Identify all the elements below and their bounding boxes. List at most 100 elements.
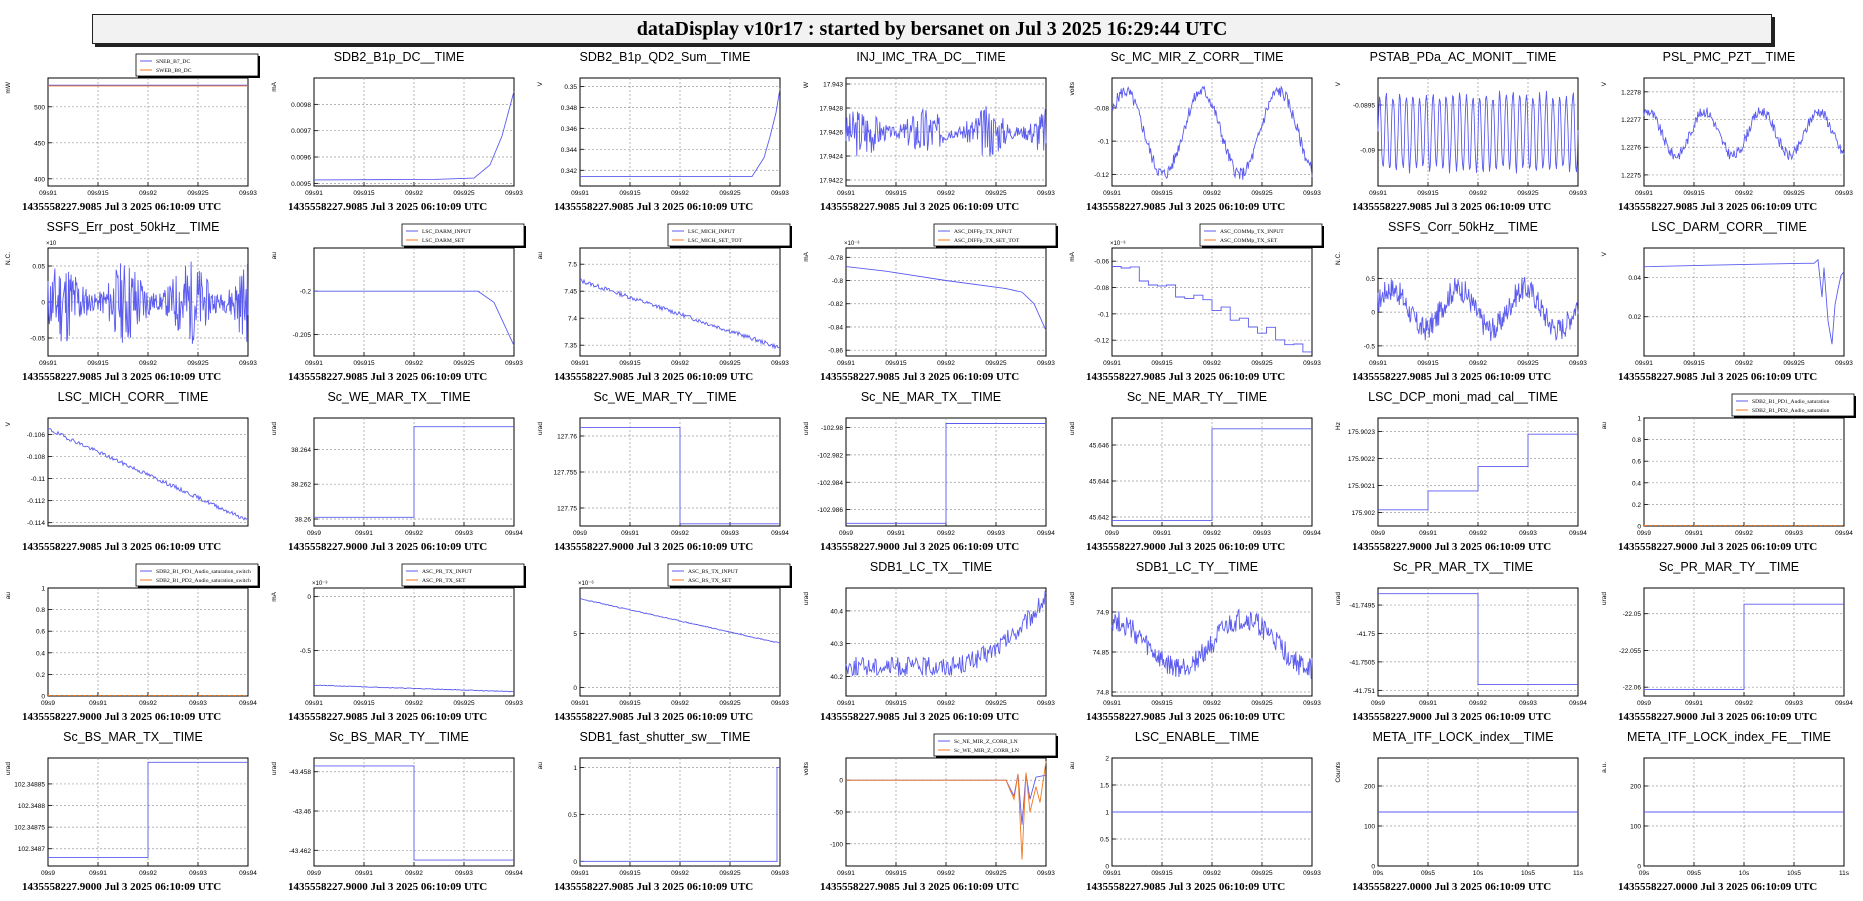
plot-panel[interactable]: 1435558227.9085 Jul 3 2025 06:10:09 UTC 0… xyxy=(532,560,798,730)
plot-timestamp: 1435558227.9085 Jul 3 2025 06:10:09 UTC xyxy=(1352,201,1552,213)
plot-panel[interactable]: Sc_BS_MAR_TY__TIME 1435558227.9000 Jul 3 … xyxy=(266,730,532,900)
plot-panel[interactable]: SSFS_Err_post_50kHz__TIME 1435558227.9085… xyxy=(0,220,266,390)
series-line xyxy=(313,91,515,181)
x-tick-label: 09s91 xyxy=(1103,700,1121,707)
y-tick-label: -100 xyxy=(830,841,843,848)
x-tick-label: 09s915 xyxy=(1151,870,1173,877)
series-line xyxy=(47,428,249,521)
plot-panel[interactable]: 1435558227.9085 Jul 3 2025 06:10:09 UTC 0… xyxy=(1064,220,1330,390)
plot-title: Sc_PR_MAR_TY__TIME xyxy=(1658,560,1800,574)
y-axis-label: V xyxy=(537,81,544,86)
x-tick-label: 09s925 xyxy=(187,360,209,367)
y-axis-label: au xyxy=(271,252,278,260)
plot-timestamp: 1435558227.9085 Jul 3 2025 06:10:09 UTC xyxy=(554,201,754,213)
legend-label: ASC_COMMp_TX_SET xyxy=(1220,238,1278,244)
plot-panel[interactable]: 1435558227.9000 Jul 3 2025 06:10:09 UTC 0… xyxy=(0,560,266,730)
plot-panel[interactable]: 1435558227.9085 Jul 3 2025 06:10:09 UTC 0… xyxy=(798,730,1064,900)
plot-panel[interactable]: 1435558227.9085 Jul 3 2025 06:10:09 UTC 0… xyxy=(798,220,1064,390)
plot-svg: 09s9 09s91 09s92 09s93 09s94 45.642 45.644 45.6… xyxy=(1069,417,1321,537)
plot-panel[interactable]: SDB1_fast_shutter_sw__TIME 1435558227.908… xyxy=(532,730,798,900)
plot-timestamp: 1435558227.9085 Jul 3 2025 06:10:09 UTC xyxy=(820,371,1020,383)
y-tick-label: 175.902 xyxy=(1352,510,1376,517)
plot-svg: 09s91 09s915 09s92 09s925 09s93 -0.12 -0.1 -0.0… xyxy=(1069,77,1321,197)
y-tick-label: 7.45 xyxy=(564,289,577,296)
plot-panel[interactable]: Sc_MC_MIR_Z_CORR__TIME 1435558227.9085 Ju… xyxy=(1064,50,1330,220)
plot-panel[interactable]: SDB1_LC_TX__TIME 1435558227.9085 Jul 3 20… xyxy=(798,560,1064,730)
plot-panel[interactable]: 1435558227.9000 Jul 3 2025 06:10:09 UTC 0… xyxy=(1596,390,1862,560)
plot-panel[interactable]: Sc_WE_MAR_TX__TIME 1435558227.9000 Jul 3 … xyxy=(266,390,532,560)
y-tick-label: 5 xyxy=(573,631,577,638)
plot-timestamp: 1435558227.9085 Jul 3 2025 06:10:09 UTC xyxy=(1086,711,1286,723)
y-tick-label: 100 xyxy=(1364,824,1375,831)
plot-panel[interactable]: INJ_IMC_TRA_DC__TIME 1435558227.9085 Jul … xyxy=(798,50,1064,220)
x-tick-label: 09s93 xyxy=(1303,360,1321,367)
plot-panel[interactable]: 1435558227.9085 Jul 3 2025 06:10:09 UTC 0… xyxy=(266,220,532,390)
plot-panel[interactable]: Sc_BS_MAR_TX__TIME 1435558227.9000 Jul 3 … xyxy=(0,730,266,900)
plot-panel[interactable]: LSC_ENABLE__TIME 1435558227.9085 Jul 3 20… xyxy=(1064,730,1330,900)
y-tick-label: 45.642 xyxy=(1089,515,1109,522)
x-tick-label: 09s93 xyxy=(721,530,739,537)
legend-label: SDB2_B1_PD1_Audio_saturation xyxy=(1752,399,1830,405)
x-tick-label: 10s5 xyxy=(1787,870,1801,877)
x-tick-label: 09s93 xyxy=(1303,700,1321,707)
plot-timestamp: 1435558227.9085 Jul 3 2025 06:10:09 UTC xyxy=(820,881,1020,893)
x-tick-label: 09s92 xyxy=(671,190,689,197)
x-tick-label: 09s91 xyxy=(1635,190,1653,197)
plot-panel[interactable]: LSC_DCP_moni_mad_cal__TIME 1435558227.900… xyxy=(1330,390,1596,560)
x-tick-label: 09s91 xyxy=(89,870,107,877)
plot-panel[interactable]: 1435558227.9085 Jul 3 2025 06:10:09 UTC 0… xyxy=(0,50,266,220)
x-tick-label: 09s9 xyxy=(41,700,55,707)
plot-panel[interactable]: LSC_MICH_CORR__TIME 1435558227.9085 Jul 3… xyxy=(0,390,266,560)
plot-panel[interactable]: Sc_NE_MAR_TX__TIME 1435558227.9000 Jul 3 … xyxy=(798,390,1064,560)
plot-title: PSL_PMC_PZT__TIME xyxy=(1662,50,1796,64)
plot-panel[interactable]: PSTAB_PDa_AC_MONIT__TIME 1435558227.9085 … xyxy=(1330,50,1596,220)
plot-panel[interactable]: Sc_NE_MAR_TY__TIME 1435558227.9000 Jul 3 … xyxy=(1064,390,1330,560)
plot-panel[interactable]: META_ITF_LOCK_index_FE__TIME 1435558227.0… xyxy=(1596,730,1862,900)
y-tick-label: 127.755 xyxy=(554,470,578,477)
plot-panel[interactable]: PSL_PMC_PZT__TIME 1435558227.9085 Jul 3 2… xyxy=(1596,50,1862,220)
plot-title: LSC_DCP_moni_mad_cal__TIME xyxy=(1368,390,1558,404)
x-tick-label: 09s92 xyxy=(405,190,423,197)
x-tick-label: 09s93 xyxy=(455,530,473,537)
plot-panel[interactable]: SSFS_Corr_50kHz__TIME 1435558227.9085 Jul… xyxy=(1330,220,1596,390)
plot-svg: 09s9 09s91 09s92 09s93 09s94 102.3487 102.3487… xyxy=(5,757,257,877)
plot-timestamp: 1435558227.9085 Jul 3 2025 06:10:09 UTC xyxy=(22,201,222,213)
series-line xyxy=(314,684,514,693)
x-tick-label: 09s925 xyxy=(985,360,1007,367)
y-tick-label: -0.78 xyxy=(828,255,843,262)
plot-svg: 09s9 09s91 09s92 09s93 09s94 0 0.2 0.4 0.6 0.8 1 au… xyxy=(1601,393,1856,537)
x-tick-label: 09s92 xyxy=(1203,360,1221,367)
y-axis-label: urad xyxy=(5,762,12,775)
plot-panel[interactable]: META_ITF_LOCK_index__TIME 1435558227.0000… xyxy=(1330,730,1596,900)
y-tick-label: 102.34875 xyxy=(14,825,45,832)
plot-title: Sc_BS_MAR_TX__TIME xyxy=(63,730,203,744)
y-tick-label: 102.3487 xyxy=(18,846,45,853)
y-tick-label: -41.7495 xyxy=(1349,603,1375,610)
x-tick-label: 09s91 xyxy=(1685,700,1703,707)
plot-panel[interactable]: SDB1_LC_TY__TIME 1435558227.9085 Jul 3 20… xyxy=(1064,560,1330,730)
x-tick-label: 09s94 xyxy=(1835,530,1853,537)
plot-panel[interactable]: Sc_PR_MAR_TX__TIME 1435558227.9000 Jul 3 … xyxy=(1330,560,1596,730)
plot-panel[interactable]: SDB2_B1p_QD2_Sum__TIME 1435558227.9085 Ju… xyxy=(532,50,798,220)
plot-panel[interactable]: 1435558227.9085 Jul 3 2025 06:10:09 UTC 0… xyxy=(266,560,532,730)
x-tick-label: 09s94 xyxy=(505,870,523,877)
x-tick-label: 09s93 xyxy=(1785,530,1803,537)
x-tick-label: 09s92 xyxy=(1735,360,1753,367)
plot-title: Sc_WE_MAR_TY__TIME xyxy=(593,390,737,404)
plot-panel[interactable]: 1435558227.9085 Jul 3 2025 06:10:09 UTC 0… xyxy=(532,220,798,390)
series-line xyxy=(1377,276,1579,342)
legend-label: LSC_MICH_INPUT xyxy=(688,229,736,235)
x-tick-label: 09s93 xyxy=(771,870,789,877)
plot-panel[interactable]: Sc_WE_MAR_TY__TIME 1435558227.9000 Jul 3 … xyxy=(532,390,798,560)
x-tick-label: 09s93 xyxy=(189,700,207,707)
plot-timestamp: 1435558227.9000 Jul 3 2025 06:10:09 UTC xyxy=(554,541,754,553)
plot-panel[interactable]: LSC_DARM_CORR__TIME 1435558227.9085 Jul 3… xyxy=(1596,220,1862,390)
x-tick-label: 09s9 xyxy=(839,530,853,537)
y-axis-label: au xyxy=(1601,422,1608,430)
legend-label: ASC_COMMp_TX_INPUT xyxy=(1220,229,1284,235)
plot-panel[interactable]: SDB2_B1p_DC__TIME 1435558227.9085 Jul 3 2… xyxy=(266,50,532,220)
plot-title: LSC_ENABLE__TIME xyxy=(1134,730,1260,744)
plot-svg: 09s9 09s91 09s92 09s93 09s94 -43.462 -43.46 -43… xyxy=(271,757,523,877)
plot-title: Sc_BS_MAR_TY__TIME xyxy=(329,730,469,744)
plot-panel[interactable]: Sc_PR_MAR_TY__TIME 1435558227.9000 Jul 3 … xyxy=(1596,560,1862,730)
